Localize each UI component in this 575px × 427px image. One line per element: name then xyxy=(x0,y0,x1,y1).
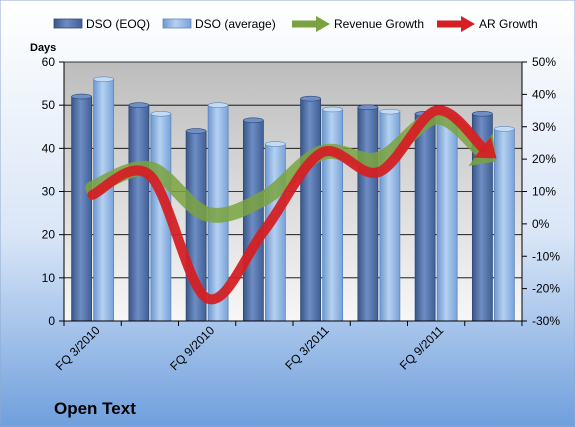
bar-dso-eoq xyxy=(242,119,264,322)
legend-label-ar-growth: AR Growth xyxy=(479,17,538,31)
ar-growth-arrowhead xyxy=(474,136,497,159)
bar-top-dso-average xyxy=(379,108,401,115)
legend-label-revenue-growth: Revenue Growth xyxy=(334,17,424,31)
y-tick-label: 20 xyxy=(42,228,56,242)
bars xyxy=(71,76,515,322)
y2-tick-label: 10% xyxy=(532,185,556,199)
y2-tick-label: 30% xyxy=(532,120,556,134)
bar-dso-average xyxy=(493,128,515,322)
bar-top-dso-eoq xyxy=(472,111,493,117)
bar-dso-average xyxy=(93,78,115,322)
bar-dso-eoq xyxy=(414,113,436,322)
bar-top-dso-average xyxy=(265,141,286,147)
y2-tick-label: 20% xyxy=(532,152,556,166)
bar-dso-average xyxy=(436,113,458,322)
bar-top-dso-eoq xyxy=(71,93,92,100)
bar-top-dso-average xyxy=(150,111,172,117)
y-tick-label: 40 xyxy=(42,141,56,155)
bar-dso-average xyxy=(322,109,344,322)
bar-top-dso-average xyxy=(494,126,515,132)
legend-swatch-dso-average- xyxy=(162,18,192,29)
growth-lines xyxy=(85,105,497,305)
y2-tick-label: -20% xyxy=(532,282,560,296)
legend: DSO (EOQ) DSO (average) Revenue Growth AR G… xyxy=(53,16,538,32)
ar-growth-line xyxy=(87,105,488,305)
legend-arrow-revenue-growth xyxy=(316,16,330,32)
y-tick-label: 60 xyxy=(42,55,56,69)
y2-tick-label: 40% xyxy=(532,87,556,101)
y-tick-label: 10 xyxy=(42,271,56,285)
chart-title: Open Text xyxy=(54,399,136,418)
y2-tick-label: 50% xyxy=(532,55,556,69)
bar-dso-eoq xyxy=(300,98,322,322)
bar-top-dso-eoq xyxy=(300,95,321,102)
bar-top-dso-average xyxy=(93,76,114,83)
legend-label-dso-average-: DSO (average) xyxy=(195,17,276,31)
y2-tick-label: -10% xyxy=(532,249,560,263)
bar-dso-eoq xyxy=(71,96,93,322)
bar-top-dso-eoq xyxy=(243,117,264,124)
bar-top-dso-eoq xyxy=(357,104,379,111)
y-tick-label: 0 xyxy=(48,314,55,328)
bar-dso-eoq xyxy=(128,104,150,322)
y-axis-title: Days xyxy=(30,42,56,54)
bar-top-dso-eoq xyxy=(128,102,150,108)
y-tick-label: 30 xyxy=(42,185,56,199)
legend-label-dso-eoq-: DSO (EOQ) xyxy=(86,17,150,31)
legend-arrow-ar-growth xyxy=(461,16,475,32)
bar-top-dso-eoq xyxy=(185,128,207,134)
legend-swatch-dso-eoq- xyxy=(53,18,83,29)
bar-top-dso-average xyxy=(207,102,229,108)
y2-tick-label: 0% xyxy=(532,217,550,231)
y2-tick-label: -30% xyxy=(532,314,560,328)
y-tick-label: 50 xyxy=(42,98,56,112)
bar-top-dso-average xyxy=(322,106,343,113)
bar-dso-eoq xyxy=(357,106,379,322)
